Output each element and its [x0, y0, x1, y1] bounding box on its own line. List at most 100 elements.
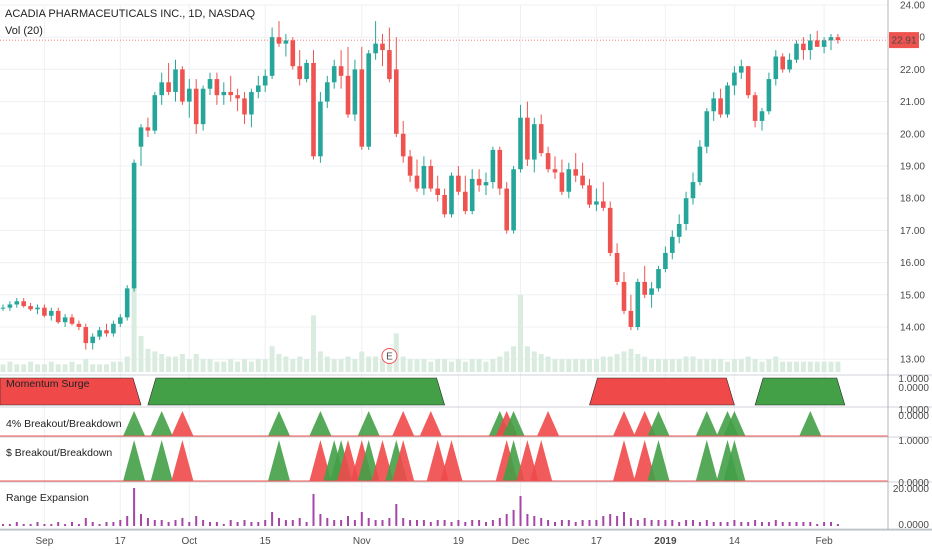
momentum-block-up — [754, 377, 846, 406]
range-bar — [588, 520, 591, 526]
range-bar — [836, 524, 839, 526]
volume-bar — [35, 364, 40, 372]
volume-bar — [835, 361, 841, 372]
volume-bar — [248, 361, 254, 372]
candle-body — [504, 188, 509, 231]
range-bar — [795, 522, 798, 526]
candle-body — [676, 223, 682, 237]
candle-body — [359, 69, 365, 147]
candle-body — [0, 307, 6, 309]
candle-body — [559, 172, 565, 192]
volume-bar — [117, 361, 123, 372]
range-bar — [547, 520, 550, 526]
earnings-marker-label: E — [386, 352, 393, 363]
breakout-triangle-up — [357, 440, 380, 481]
range-bar — [236, 522, 239, 526]
range-bar — [340, 520, 343, 526]
range-bar — [733, 520, 736, 526]
range-bar — [664, 520, 667, 526]
candle-body — [55, 310, 61, 323]
candle-body — [621, 281, 627, 311]
candle-body — [421, 166, 427, 189]
candle-body — [711, 98, 716, 112]
volume-bar — [759, 361, 765, 372]
breakout-triangle-up — [123, 411, 146, 436]
volume-bar — [676, 359, 682, 372]
price-tick-label: 16.00 — [900, 258, 925, 269]
volume-bar — [573, 359, 579, 372]
volume-bar — [442, 359, 448, 372]
volume-bar — [124, 356, 130, 372]
candle-body — [732, 72, 737, 86]
volume-bar — [731, 359, 737, 372]
candle-body — [242, 98, 247, 115]
volume-label: Vol (20) — [5, 25, 43, 37]
candle-body — [7, 304, 13, 308]
candle-body — [642, 281, 647, 295]
volume-bar — [304, 359, 310, 372]
candle-body — [773, 56, 779, 80]
volume-bar — [718, 359, 724, 372]
breakout-triangle-up — [695, 440, 718, 481]
range-bar — [450, 522, 453, 526]
range-bar — [50, 524, 53, 526]
breakout-triangle-down — [426, 440, 449, 481]
volume-bar — [159, 354, 165, 372]
range-bar — [609, 514, 612, 526]
breakout-triangle-down — [419, 411, 442, 436]
range-bar — [367, 518, 370, 526]
pane-title: Range Expansion — [6, 492, 89, 504]
range-bar — [678, 522, 681, 526]
last-price-tag — [889, 32, 919, 49]
price-tick-label: 13.00 — [900, 355, 925, 366]
volume-bar — [690, 356, 696, 372]
price-tick-label: 24.00 — [900, 1, 925, 12]
pane-tick-label: 0.0000 — [898, 411, 929, 422]
range-bar — [491, 520, 494, 526]
breakout-triangle-down — [337, 440, 359, 481]
range-bar — [574, 522, 577, 526]
range-bar — [388, 518, 391, 526]
candle-body — [394, 69, 399, 134]
candle-body — [463, 191, 468, 212]
volume-bar — [807, 361, 813, 372]
range-bar — [519, 496, 522, 526]
volume-bar — [656, 359, 661, 372]
candle-body — [628, 310, 634, 327]
range-bar — [774, 520, 777, 526]
range-bar — [781, 522, 784, 526]
price-tick-label: 14.00 — [900, 323, 925, 334]
range-bar — [464, 522, 467, 526]
candle-body — [269, 37, 275, 76]
volume-bar — [48, 361, 54, 372]
earnings-marker[interactable] — [381, 348, 398, 364]
volume-bar — [814, 361, 820, 372]
candle-body — [49, 310, 54, 316]
candle-body — [83, 327, 89, 344]
candle-body — [118, 317, 123, 324]
range-bar — [429, 522, 432, 526]
range-bar — [581, 520, 584, 526]
range-bar — [215, 522, 218, 526]
candle-body — [152, 95, 158, 131]
range-bar — [64, 524, 67, 526]
volume-bar — [373, 356, 379, 372]
breakout-triangle-down — [371, 440, 394, 481]
range-bar — [160, 520, 163, 526]
volume-bar — [179, 354, 185, 372]
candle-body — [428, 166, 434, 189]
range-bar — [616, 516, 619, 526]
candle-body — [683, 198, 689, 224]
range-bar — [816, 524, 819, 526]
range-bar — [512, 510, 515, 526]
volume-bar — [193, 354, 199, 372]
range-bar — [809, 522, 812, 526]
breakout-triangle-down — [516, 440, 539, 481]
range-bar — [8, 524, 11, 526]
candle-body — [345, 75, 351, 115]
range-bar — [15, 522, 18, 526]
breakout-triangle-down — [392, 411, 415, 436]
volume-bar — [255, 359, 261, 372]
pane-tick-label: 0.0000 — [898, 383, 929, 394]
range-bar — [754, 520, 757, 526]
